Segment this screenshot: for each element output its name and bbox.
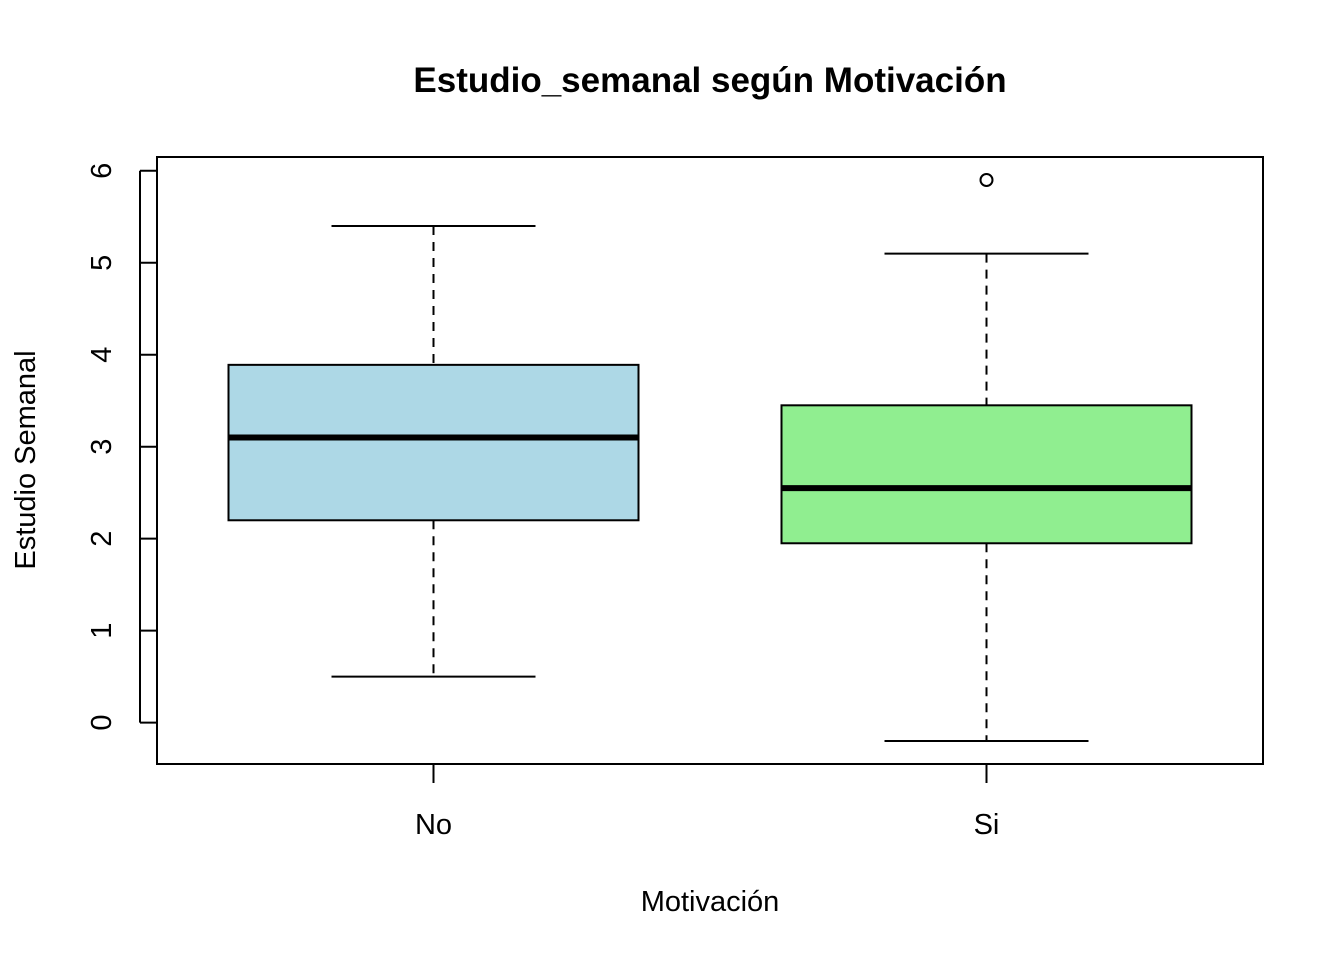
- x-tick-label: Si: [974, 809, 1000, 841]
- chart-title: Estudio_semanal según Motivación: [413, 61, 1006, 100]
- y-axis-label: Estudio Semanal: [10, 350, 42, 569]
- y-tick-label: 1: [86, 623, 118, 639]
- outlier-point-si: [979, 172, 994, 187]
- x-axis-label: Motivación: [641, 886, 780, 918]
- y-tick-label: 0: [86, 715, 118, 731]
- box-no: [227, 363, 640, 522]
- y-tick-label: 3: [86, 439, 118, 455]
- plot-frame: [156, 156, 1264, 765]
- y-tick-label: 5: [86, 255, 118, 271]
- plot-layer: 0 1 2 3 4 5 6 No Si: [86, 156, 1264, 841]
- y-tick-label: 6: [86, 163, 118, 179]
- y-tick-label: 4: [86, 347, 118, 363]
- box-si: [780, 404, 1193, 545]
- y-tick-label: 2: [86, 531, 118, 547]
- x-tick-label: No: [415, 809, 452, 841]
